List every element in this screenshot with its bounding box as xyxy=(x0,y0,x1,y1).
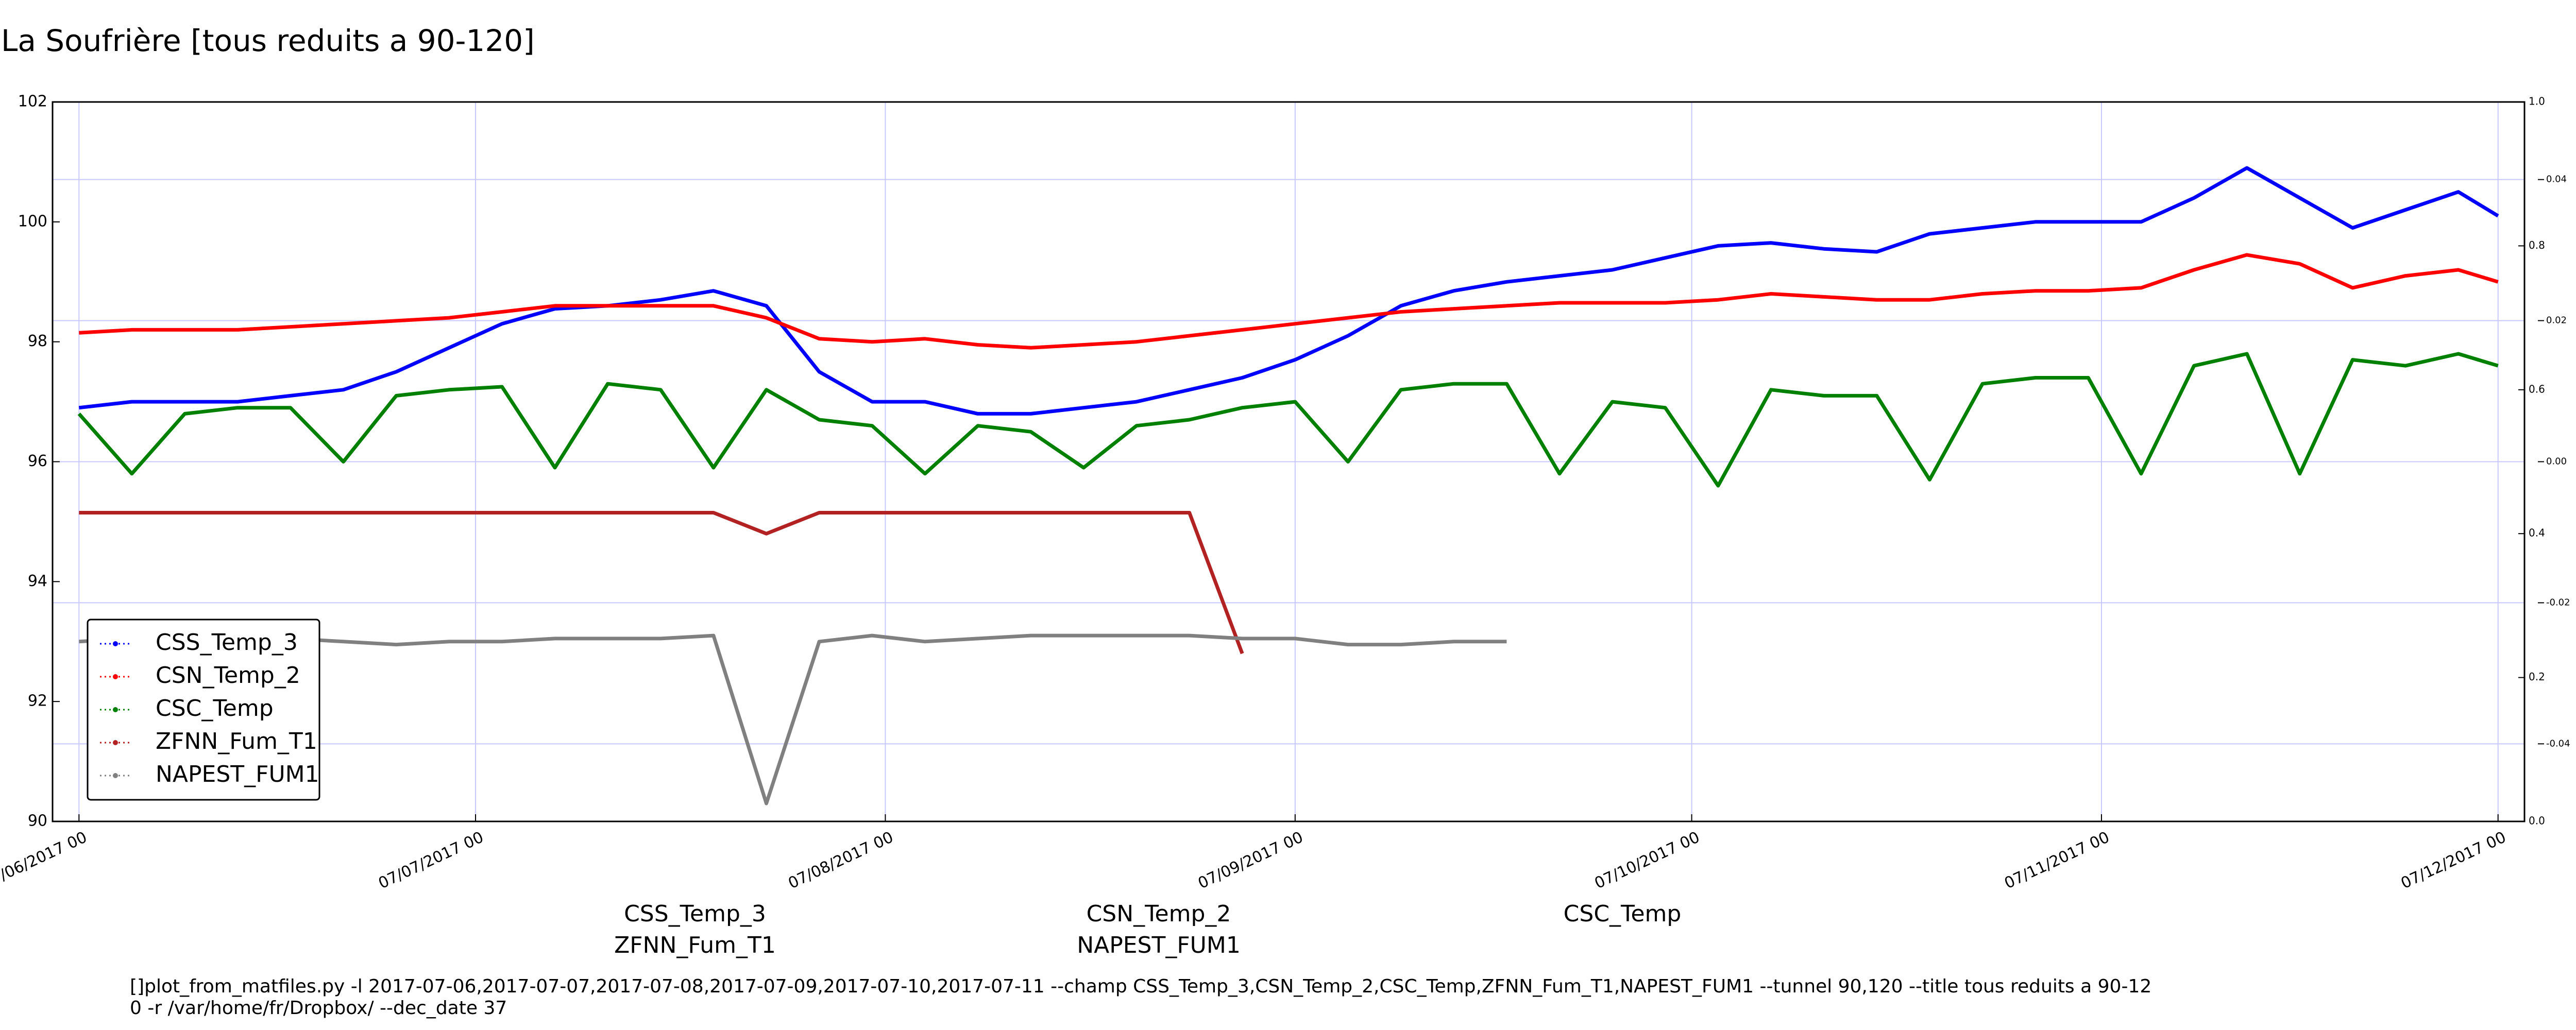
series-label: CSN_Temp_2 xyxy=(1087,901,1231,927)
grid xyxy=(53,102,2524,821)
plot-area xyxy=(77,166,2499,805)
legend-marker xyxy=(113,707,118,712)
y3-tick-label: 0.00 xyxy=(2546,456,2567,467)
x-tick-label: 07/07/2017 00 xyxy=(376,828,486,892)
footer-text: 0 -r /var/home/fr/Dropbox/ --dec_date 37 xyxy=(130,998,507,1019)
legend-label: CSS_Temp_3 xyxy=(156,629,298,656)
series-line xyxy=(77,352,2499,488)
y3-tick-label: 0.02 xyxy=(2546,315,2567,326)
x-tick-label: 07/10/2017 00 xyxy=(1592,828,1703,892)
legend-marker xyxy=(113,641,118,646)
chart-title: La Soufrière [tous reduits a 90-120] xyxy=(1,23,535,58)
x-tick-label: 07/06/2017 00 xyxy=(0,828,90,892)
y-tick-label: 96 xyxy=(28,452,47,470)
y3-tick-label: 0.04 xyxy=(2546,174,2567,185)
x-tick-label: 07/11/2017 00 xyxy=(2002,828,2112,892)
y-tick-label: 100 xyxy=(18,212,47,230)
y2-tick-label: 0.0 xyxy=(2529,815,2545,827)
x-tick-label: 07/08/2017 00 xyxy=(786,828,896,892)
legend-box xyxy=(87,619,320,801)
legend-label: CSC_Temp xyxy=(156,695,274,722)
y2-tick-label: 0.2 xyxy=(2529,671,2545,683)
legend-label: NAPEST_FUM1 xyxy=(156,761,319,787)
series-label: CSS_Temp_3 xyxy=(624,901,766,927)
y2-tick-label: 0.8 xyxy=(2529,239,2545,251)
series-line xyxy=(79,511,1244,655)
series-line xyxy=(79,253,2499,350)
y3-tick-label: -0.02 xyxy=(2546,597,2570,608)
y2-tick-label: 1.0 xyxy=(2529,95,2545,108)
footer-text: []plot_from_matfiles.py -l 2017-07-06,20… xyxy=(130,976,2151,997)
series-label: NAPEST_FUM1 xyxy=(1077,932,1241,958)
legend-label: CSN_Temp_2 xyxy=(156,662,300,689)
y2-tick-label: 0.6 xyxy=(2529,383,2545,395)
y-tick-label: 98 xyxy=(28,332,47,350)
legend-marker xyxy=(113,773,118,778)
y-tick-label: 94 xyxy=(28,572,47,590)
series-label: CSC_Temp xyxy=(1564,901,1682,927)
legend-marker xyxy=(113,740,118,745)
y2-tick-label: 0.4 xyxy=(2529,527,2545,539)
y3-tick-label: -0.04 xyxy=(2546,738,2570,749)
y-tick-label: 90 xyxy=(28,812,47,830)
x-tick-label: 07/09/2017 00 xyxy=(1195,828,1306,892)
y-tick-label: 92 xyxy=(28,692,47,710)
legend-marker xyxy=(113,674,118,679)
y-tick-label: 102 xyxy=(18,93,47,111)
series-line xyxy=(78,166,2499,416)
x-tick-label: 07/12/2017 00 xyxy=(2398,828,2509,892)
legend-label: ZFNN_Fum_T1 xyxy=(156,728,317,754)
series-label: ZFNN_Fum_T1 xyxy=(614,932,776,958)
